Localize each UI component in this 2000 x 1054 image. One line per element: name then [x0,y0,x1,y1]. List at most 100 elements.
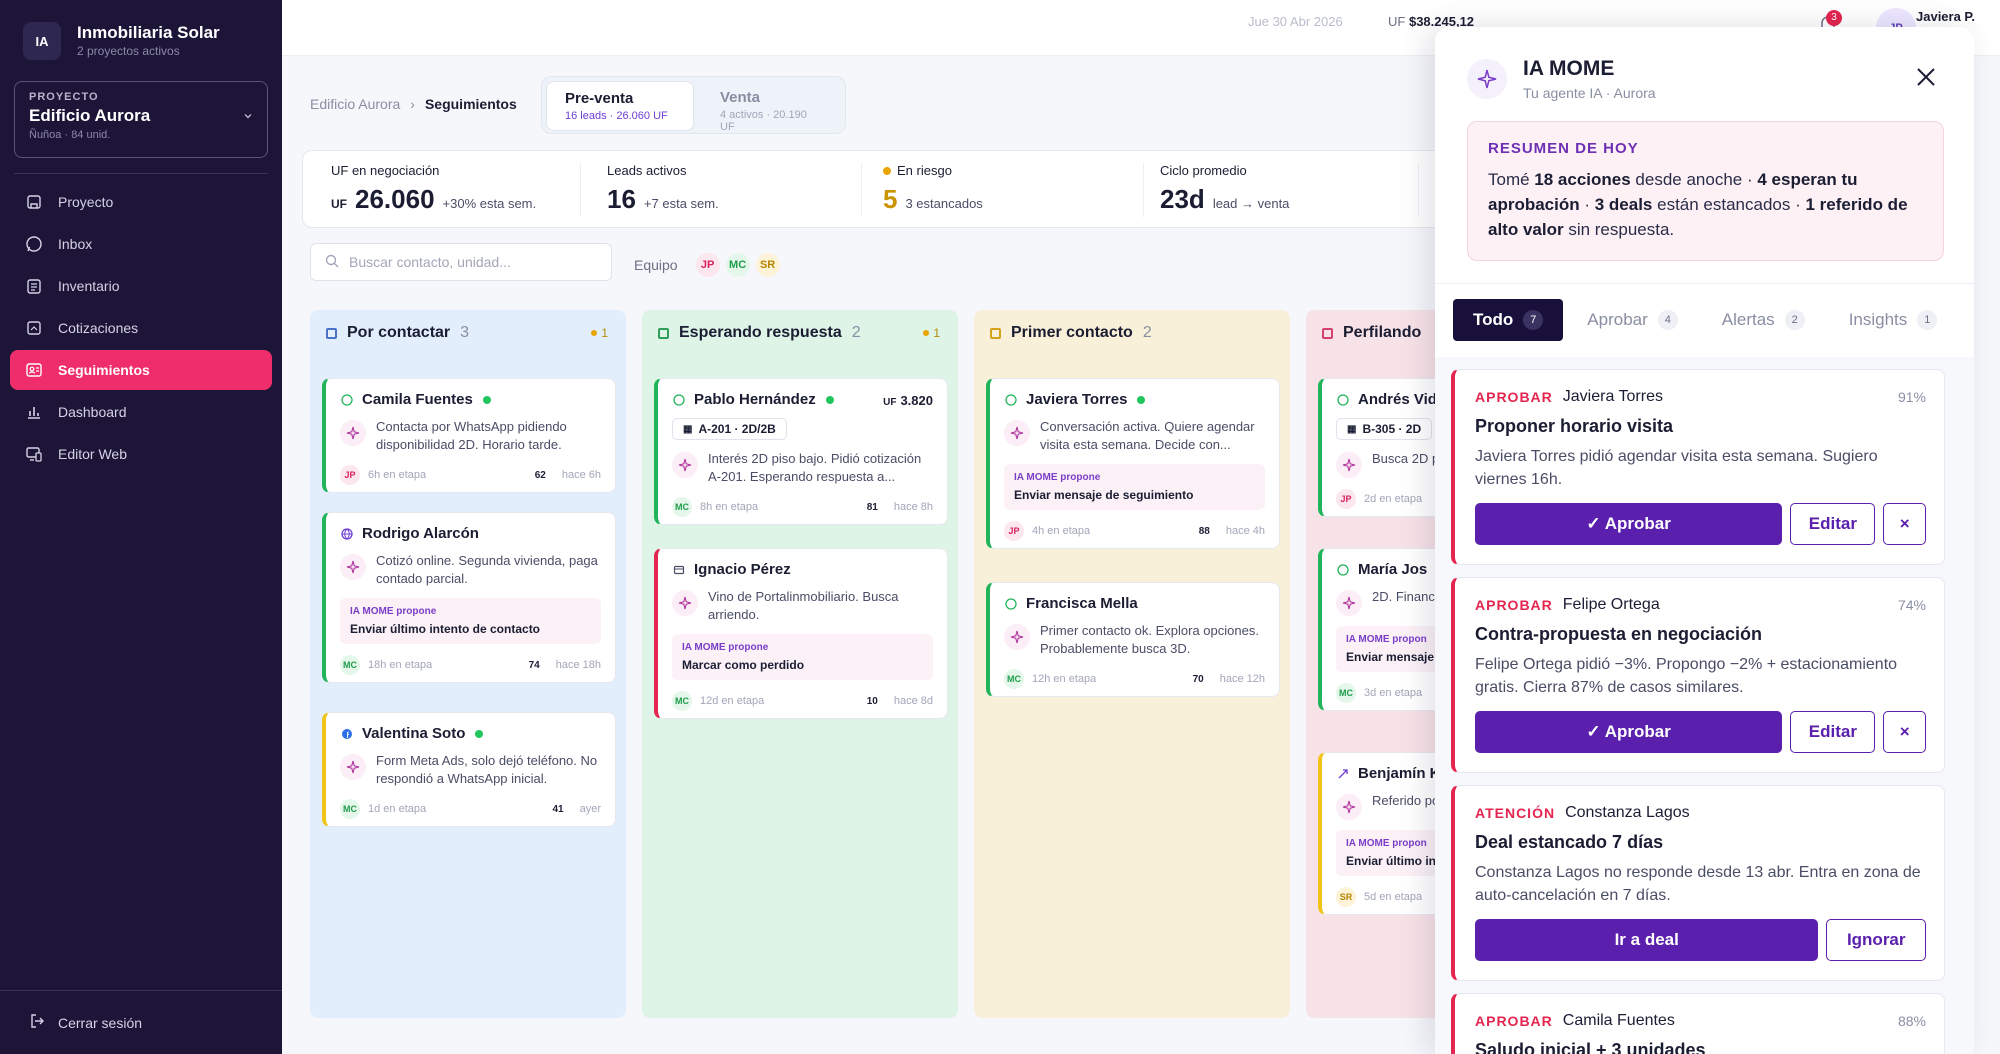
lead-name: Benjamín K [1358,765,1441,782]
team-member-avatar[interactable]: SR [755,253,780,277]
notification-badge: 3 [1826,10,1842,26]
tab-pre-venta[interactable]: Pre-venta 16 leads · 26.060 UF [546,81,694,131]
online-indicator [825,395,834,404]
column-count: 2 [851,324,861,341]
tab-count: 1 [1917,310,1938,330]
action-description: Javiera Torres pidió agendar visita esta… [1475,448,1878,488]
confidence: 88% [1897,1013,1926,1029]
whatsapp-icon [672,393,686,407]
action-card: APROBAR Javiera Torres 91% Proponer horari… [1451,369,1945,565]
stage-time: 8h en etapa [700,501,759,513]
sidebar-item-label: Proyecto [58,194,114,210]
last-activity: hace 8d [893,695,933,707]
go-to-deal-button[interactable]: Ir a deal [1475,919,1819,961]
lead-note: Primer contacto ok. Explora opciones. Pr… [1040,623,1259,656]
tab-insights[interactable]: Insights 1 [1829,299,1958,341]
user-name[interactable]: Javiera P. [1916,9,1976,24]
stat-value: 23d [1160,184,1205,214]
owner-avatar: MC [672,497,692,517]
search-input[interactable]: Buscar contacto, unidad... [310,243,612,281]
unit-label: B-305 · 2D [1362,422,1422,436]
column-count: 3 [460,324,470,341]
summary-part: están estancados · [1652,195,1806,214]
sidebar-item-inbox[interactable]: Inbox [10,224,272,264]
last-activity: hace 8h [893,501,933,513]
lead-score: 74 [528,659,540,671]
action-person: Constanza Lagos [1565,804,1690,821]
lead-name: Rodrigo Alarcón [362,525,479,542]
tab-alertas[interactable]: Alertas 2 [1702,299,1825,341]
unit-tag: ▦ A-201 · 2D/2B [672,418,787,440]
uf-indicator: UF $38.245,12 [1388,14,1474,29]
approve-button[interactable]: ✓ Aprobar [1475,503,1783,545]
clipboard-icon [24,276,44,296]
lead-card[interactable]: Pablo Hernández UF 3.820 ▦ A-201 · 2D/2B I… [654,378,948,525]
ignore-button[interactable]: Ignorar [1826,919,1926,961]
top-date: Jue 30 Abr 2026 [1248,14,1343,29]
stat-delta: lead → venta [1212,196,1290,211]
dismiss-button[interactable]: × [1883,711,1927,753]
approve-button[interactable]: ✓ Aprobar [1475,711,1783,753]
lead-card[interactable]: Francisca Mella Primer contacto ok. Expl… [986,582,1280,697]
lead-card[interactable]: Camila Fuentes Contacta por WhatsApp pid… [322,378,616,493]
action-kind: ATENCIÓN [1475,805,1556,821]
sparkle-icon [672,590,698,616]
column-title: Primer contacto [1011,324,1133,341]
team-member-avatar[interactable]: JP [695,253,720,277]
action-kind: APROBAR [1475,597,1553,613]
team-member-avatar[interactable]: MC [725,253,750,277]
sparkle-icon [1336,794,1362,820]
stat-label: En riesgo [897,163,952,178]
stat-delta: 3 estancados [905,196,983,211]
sidebar-item-inventario[interactable]: Inventario [10,266,272,306]
logout-button[interactable]: Cerrar sesión [0,990,282,1054]
sidebar-item-cotizaciones[interactable]: Cotizaciones [10,308,272,348]
stage-time: 3d en etapa [1364,687,1423,699]
sidebar-item-label: Inbox [58,236,93,252]
summary-part: Tomé [1488,170,1535,189]
project-selector[interactable]: PROYECTO Edificio Aurora Ñuñoa · 84 unid… [14,81,268,158]
breadcrumb: Edificio Aurora › Seguimientos [310,96,517,112]
tab-venta[interactable]: Venta 4 activos · 20.190 UF [702,81,842,133]
unit-label: A-201 · 2D/2B [698,422,776,436]
lead-card[interactable]: Ignacio Pérez Vino de Portalinmobiliario… [654,548,948,719]
lead-name: Andrés Vid [1358,391,1437,408]
tab-aprobar[interactable]: Aprobar 4 [1567,299,1697,341]
lead-card[interactable]: Javiera Torres Conversación activa. Quie… [986,378,1280,549]
ai-proposal[interactable]: IA MOME propone Enviar último intento de … [340,598,601,644]
lead-card[interactable]: Rodrigo Alarcón Cotizó online. Segunda v… [322,512,616,683]
sidebar-item-dashboard[interactable]: Dashboard [10,392,272,432]
stat-leads-activos: Leads activos 16 +7 esta sem. [607,151,719,229]
logout-icon [28,1012,46,1033]
close-icon[interactable] [1914,65,1938,89]
ai-proposal[interactable]: IA MOME propone Enviar mensaje de seguimi… [1004,464,1265,510]
owner-avatar: SR [1336,887,1356,907]
divider [1435,283,1974,284]
sidebar-item-proyecto[interactable]: Proyecto [10,182,272,222]
whatsapp-icon [1004,393,1018,407]
team-filter: Equipo JP MC SR [634,253,780,277]
action-description: Constanza Lagos no responde desde 13 abr… [1475,864,1921,904]
breadcrumb-parent[interactable]: Edificio Aurora [310,96,401,112]
sidebar-item-editor-web[interactable]: Editor Web [10,434,272,474]
alert-count: 1 [933,326,940,340]
breadcrumb-current: Seguimientos [424,96,517,112]
dismiss-button[interactable]: × [1883,503,1927,545]
stat-value: 26.060 [355,184,435,214]
chevron-down-icon [243,110,253,124]
sidebar-item-label: Seguimientos [58,362,150,378]
edit-button[interactable]: Editar [1790,711,1876,753]
sidebar-item-seguimientos[interactable]: Seguimientos [10,350,272,390]
lead-card[interactable]: Valentina Soto Form Meta Ads, solo dejó … [322,712,616,827]
ai-proposal[interactable]: IA MOME propone Marcar como perdido [672,634,933,680]
sparkle-icon [340,754,366,780]
phase-tabs: Pre-venta 16 leads · 26.060 UF Venta 4 a… [541,76,846,134]
edit-button[interactable]: Editar [1790,503,1876,545]
summary-part: 4 esperan tu aprobación [1488,170,1858,214]
org-header: IA Inmobiliaria Solar 2 proyectos activo… [23,22,220,60]
lead-score: 88 [1198,525,1210,537]
tab-todo[interactable]: Todo 7 [1453,299,1564,341]
column-alert-badge: 1 [923,326,940,340]
column-marker [326,327,337,339]
proposal-text: Enviar último int [1346,854,1441,868]
